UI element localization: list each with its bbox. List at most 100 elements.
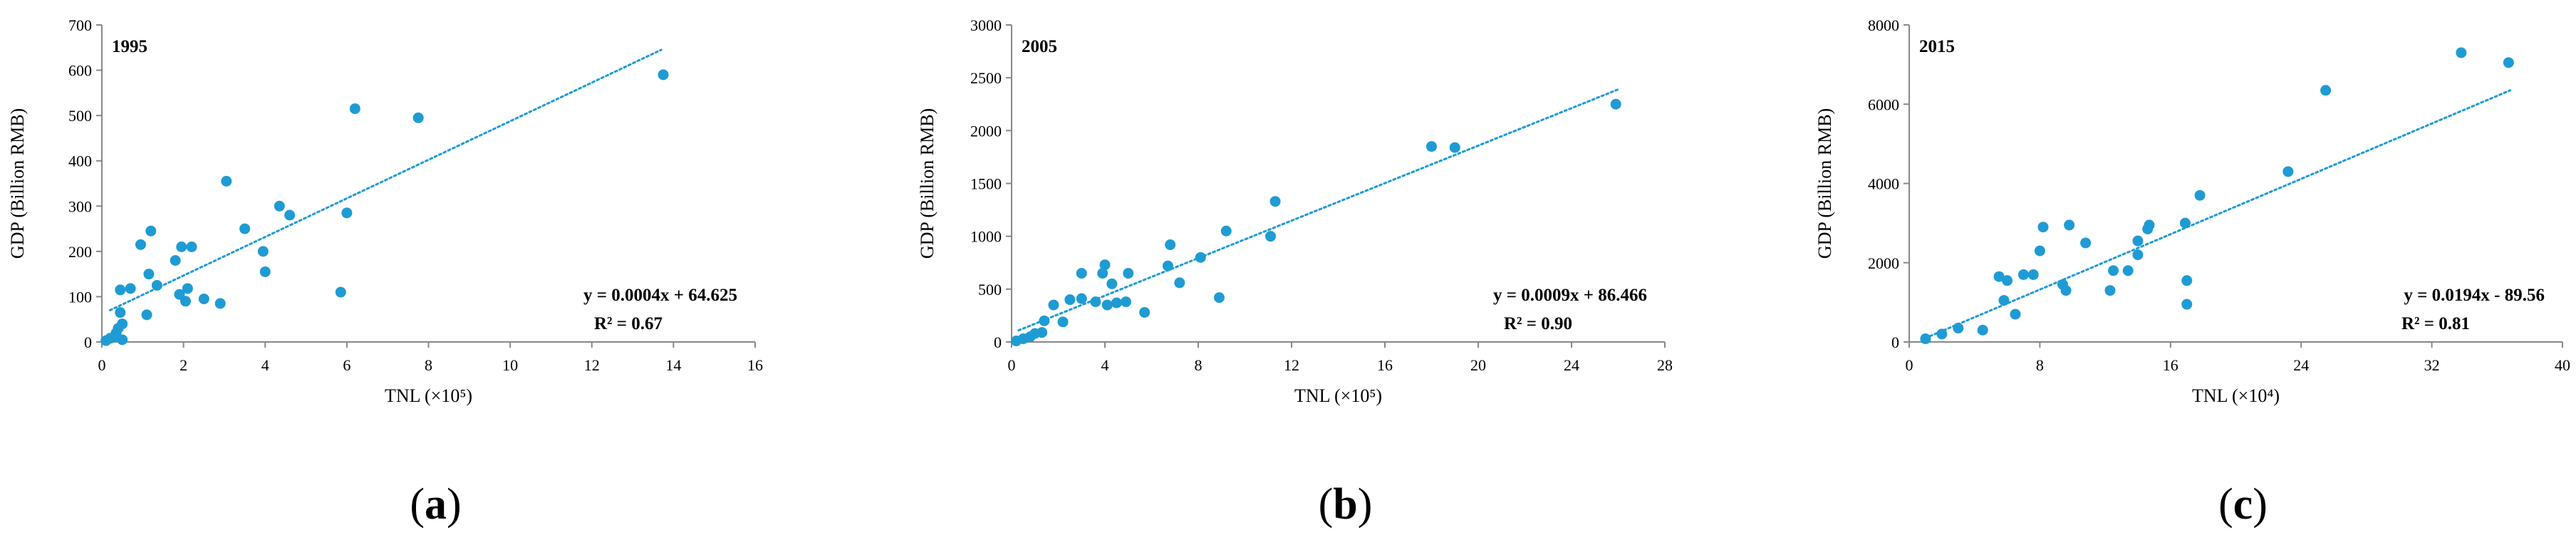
data-point-c (1998, 295, 2010, 306)
y-tick-label-b: 0 (994, 333, 1002, 351)
data-point-b (1064, 294, 1076, 306)
x-tick-label-a: 14 (665, 356, 681, 374)
y-ticks-a: 0 100 200 300 400 500 600 700 (68, 16, 102, 351)
data-point-a (115, 284, 126, 296)
data-point-b (1220, 225, 1232, 237)
x-tick-label-c: 16 (2163, 356, 2178, 374)
data-point-b (1265, 231, 1277, 242)
data-point-c (2179, 217, 2191, 229)
x-ticks-c: 0 8 16 24 32 40 (1906, 342, 2570, 374)
x-tick-label-c: 32 (2424, 356, 2440, 374)
data-point-b (1048, 299, 1059, 311)
data-point-a (221, 175, 232, 187)
equation-c: y = 0.0194x - 89.56 (2404, 286, 2545, 305)
data-point-b (1162, 260, 1173, 271)
y-tick-label-b: 3000 (970, 16, 1002, 34)
data-point-a (239, 223, 251, 234)
data-point-c (2060, 285, 2072, 296)
data-point-a (135, 239, 146, 250)
data-point-a (341, 207, 353, 219)
x-tick-label-c: 0 (1906, 356, 1913, 374)
data-point-c (2132, 235, 2144, 246)
x-tick-label-a: 4 (261, 356, 269, 374)
data-point-c (2080, 237, 2092, 249)
y-tick-label-b: 500 (978, 281, 1002, 299)
data-point-b (1165, 239, 1176, 251)
chart-a: 0 100 200 300 400 500 600 700 0 2 4 6 8 10 12 14 16 199… (7, 16, 763, 529)
data-point-a (412, 112, 424, 123)
data-point-c (2181, 299, 2193, 310)
data-point-c (1920, 333, 1931, 345)
data-point-a (145, 225, 157, 237)
y-axis-title-c: GDP (Billion RMB) (1814, 108, 1835, 259)
y-tick-label-c: 8000 (1868, 16, 1899, 34)
y-tick-label-a: 700 (68, 16, 92, 34)
data-point-c (2064, 219, 2075, 231)
trendline-a (108, 48, 663, 311)
r-squared-b: R² = 0.90 (1504, 314, 1572, 333)
data-point-c (2144, 219, 2155, 231)
data-point-c (2104, 285, 2116, 296)
data-point-c (2194, 190, 2206, 201)
r-squared-c: R² = 0.81 (2401, 314, 2470, 333)
data-point-b (1426, 141, 1437, 152)
y-tick-label-a: 500 (68, 107, 92, 125)
panel-letter-b: b (1333, 480, 1357, 529)
data-point-b (1039, 315, 1050, 326)
year-label-a: 1995 (112, 37, 147, 56)
y-tick-label-c: 2000 (1868, 254, 1899, 272)
data-point-a (117, 334, 128, 346)
x-tick-label-a: 2 (180, 356, 187, 374)
data-point-b (1101, 299, 1113, 311)
data-point-c (2503, 57, 2514, 68)
x-tick-label-c: 8 (2036, 356, 2044, 374)
data-point-a (141, 309, 152, 321)
data-point-a (125, 283, 136, 294)
x-tick-label-c: 40 (2555, 356, 2570, 374)
data-point-a (182, 283, 193, 294)
data-point-b (1610, 98, 1621, 110)
data-point-c (1936, 328, 1948, 340)
data-point-c (2181, 275, 2193, 286)
data-point-a (335, 286, 346, 298)
x-tick-label-b: 12 (1284, 356, 1299, 374)
data-point-a (198, 294, 209, 305)
y-tick-label-a: 300 (68, 197, 92, 215)
plot-area-c (1909, 25, 2562, 342)
panel-letter-c: c (2233, 480, 2253, 529)
y-tick-label-c: 0 (1891, 333, 1899, 351)
data-point-a (274, 200, 285, 212)
data-point-c (2132, 249, 2144, 261)
data-point-b (1123, 268, 1134, 279)
data-point-a (151, 280, 162, 291)
data-point-a (170, 255, 181, 266)
data-point-b (1076, 268, 1087, 279)
y-tick-label-a: 200 (68, 243, 92, 261)
x-tick-label-b: 28 (1657, 356, 1673, 374)
y-axis-title-a: GDP (Billion RMB) (7, 108, 28, 259)
data-point-c (1977, 324, 1988, 336)
points-c (1920, 47, 2514, 345)
data-point-b (1099, 259, 1111, 271)
data-point-a (174, 289, 185, 300)
y-tick-label-b: 1500 (970, 175, 1002, 193)
data-point-b (1076, 293, 1087, 304)
panel-letter-a: a (425, 480, 447, 529)
data-point-a (257, 246, 269, 257)
x-tick-label-a: 16 (747, 356, 763, 374)
data-point-a (284, 209, 296, 221)
x-tick-label-b: 20 (1470, 356, 1486, 374)
x-axis-title-b: TNL (×10⁵) (1294, 385, 1382, 406)
data-point-c (2037, 222, 2049, 233)
y-ticks-c: 0 2000 4000 6000 8000 (1868, 16, 1909, 351)
x-tick-label-a: 12 (584, 356, 600, 374)
panel-label-b: (b) (1319, 480, 1373, 529)
x-tick-label-a: 8 (425, 356, 432, 374)
y-tick-label-c: 6000 (1868, 95, 1899, 113)
data-point-c (2010, 308, 2021, 320)
points-a (100, 69, 669, 346)
x-tick-label-b: 24 (1564, 356, 1579, 374)
data-point-c (2034, 245, 2045, 256)
data-point-a (180, 296, 191, 307)
